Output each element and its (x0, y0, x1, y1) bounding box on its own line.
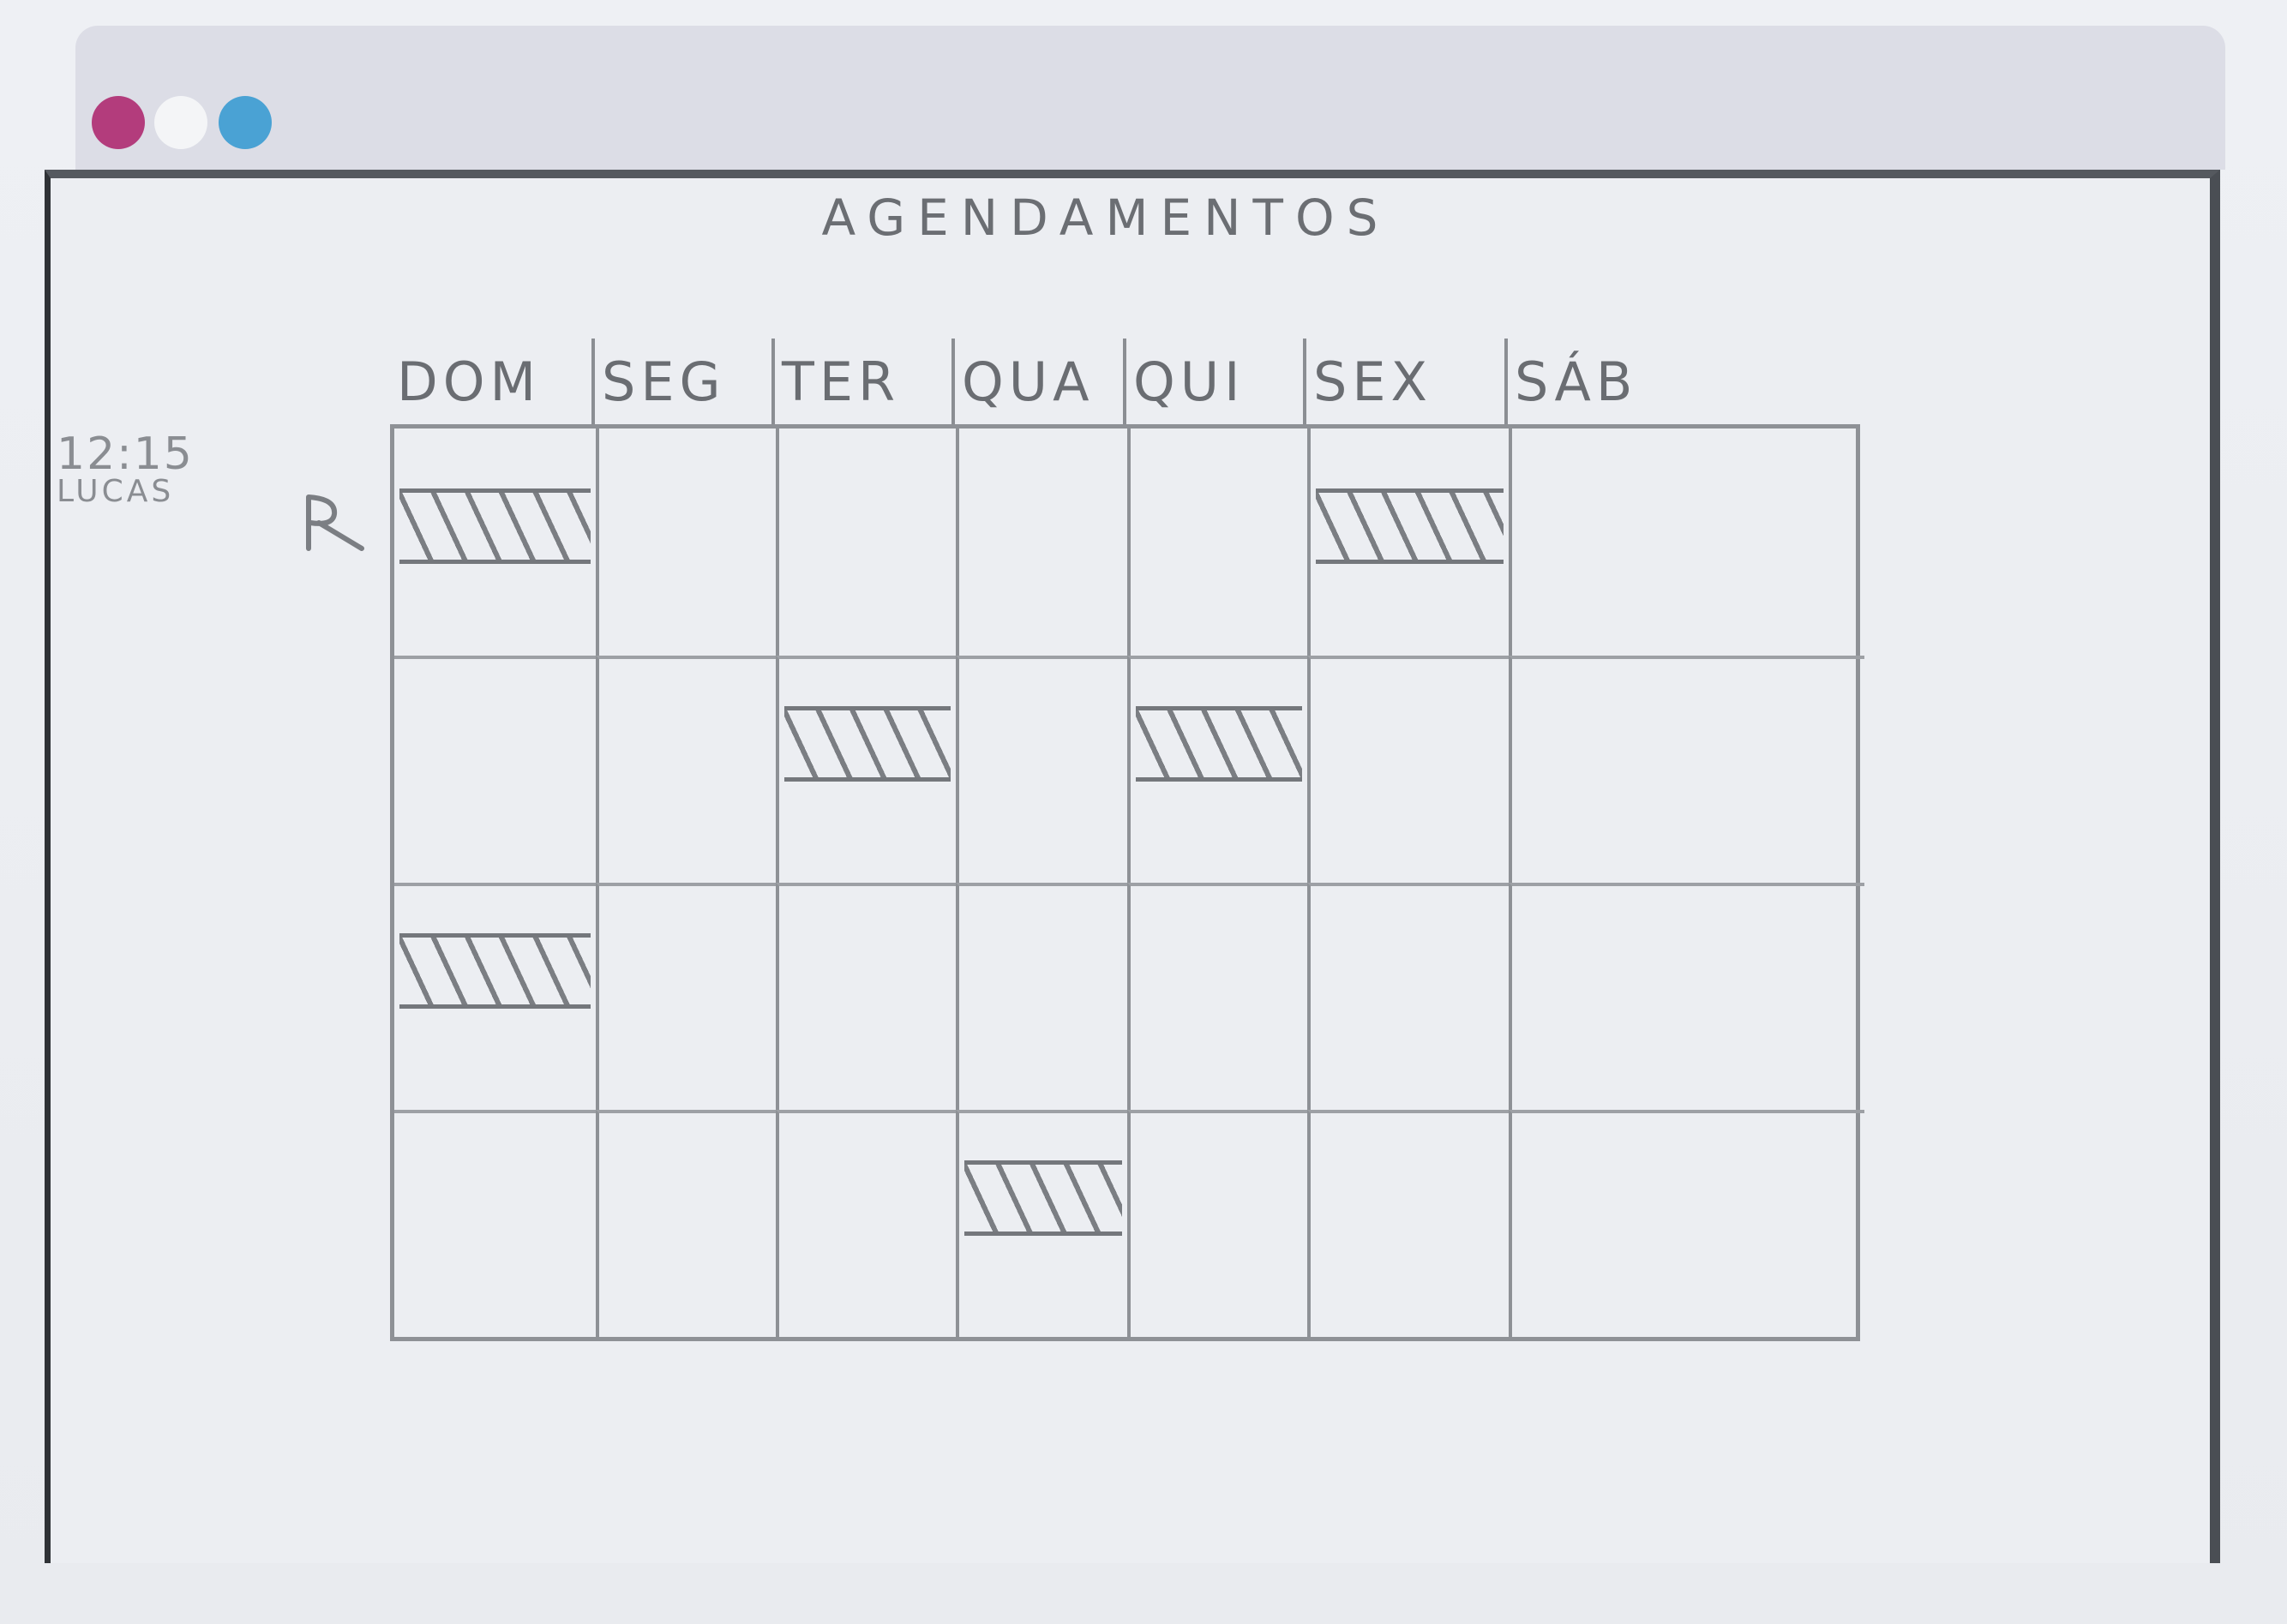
minimize-window-button[interactable] (154, 96, 207, 149)
page-title: AGENDAMENTOS (821, 189, 1390, 247)
calendar-cell[interactable] (776, 883, 956, 1110)
calendar-cell[interactable] (394, 1110, 596, 1337)
calendar-cell[interactable] (596, 1110, 776, 1337)
booked-slot[interactable] (399, 488, 591, 564)
booked-slot[interactable] (784, 706, 951, 782)
booked-slot[interactable] (1316, 488, 1504, 564)
calendar-cell[interactable] (956, 656, 1127, 883)
booked-slot[interactable] (1136, 706, 1302, 782)
weekday-header-row: DOM SEG TER QUA QUI SEX SÁB (390, 339, 1860, 424)
maximize-window-button[interactable] (219, 96, 272, 149)
weekday-header: DOM (397, 350, 542, 413)
calendar-cell[interactable] (596, 656, 776, 883)
calendar-cell[interactable] (1307, 883, 1509, 1110)
calendar-cell[interactable] (1509, 1110, 1864, 1337)
weekday-header: SEG (591, 339, 771, 424)
calendar-cell[interactable] (956, 883, 1127, 1110)
calendar-cell[interactable] (1509, 428, 1864, 656)
calendar-cell[interactable] (596, 428, 776, 656)
calendar-cell[interactable] (1307, 428, 1509, 656)
calendar-cell[interactable] (1509, 656, 1864, 883)
weekday-header: SEX (1303, 339, 1504, 424)
calendar-cell[interactable] (1509, 883, 1864, 1110)
weekday-header: TER (771, 339, 951, 424)
calendar-cell[interactable] (394, 656, 596, 883)
browser-titlebar (75, 26, 2225, 170)
calendar-cell[interactable] (776, 428, 956, 656)
weekday-header: QUA (951, 339, 1123, 424)
appointment-time: 12:15 (57, 428, 194, 480)
calendar-cell[interactable] (394, 883, 596, 1110)
calendar-cell[interactable] (596, 883, 776, 1110)
calendar-cell[interactable] (1307, 656, 1509, 883)
calendar-cell[interactable] (956, 428, 1127, 656)
calendar-cell[interactable] (1127, 1110, 1307, 1337)
calendar-cell[interactable] (394, 428, 596, 656)
close-window-button[interactable] (92, 96, 145, 149)
selected-appointment-label: 12:15 LUCAS (57, 428, 194, 511)
weekday-header: SÁB (1504, 339, 1860, 424)
calendar-cell[interactable] (1127, 883, 1307, 1110)
appointment-client-name: LUCAS (57, 474, 175, 509)
calendar-cell[interactable] (956, 1110, 1127, 1337)
calendar-cell[interactable] (776, 1110, 956, 1337)
schedule-calendar: DOM SEG TER QUA QUI SEX SÁB (390, 339, 1864, 1341)
calendar-cell[interactable] (1127, 428, 1307, 656)
calendar-cell[interactable] (776, 656, 956, 883)
booked-slot[interactable] (399, 933, 591, 1009)
calendar-cell[interactable] (1127, 656, 1307, 883)
booked-slot[interactable] (964, 1160, 1122, 1236)
arrow-pointer-icon (306, 494, 364, 551)
weekday-header: QUI (1123, 339, 1303, 424)
schedule-grid (390, 424, 1864, 1341)
calendar-cell[interactable] (1307, 1110, 1509, 1337)
